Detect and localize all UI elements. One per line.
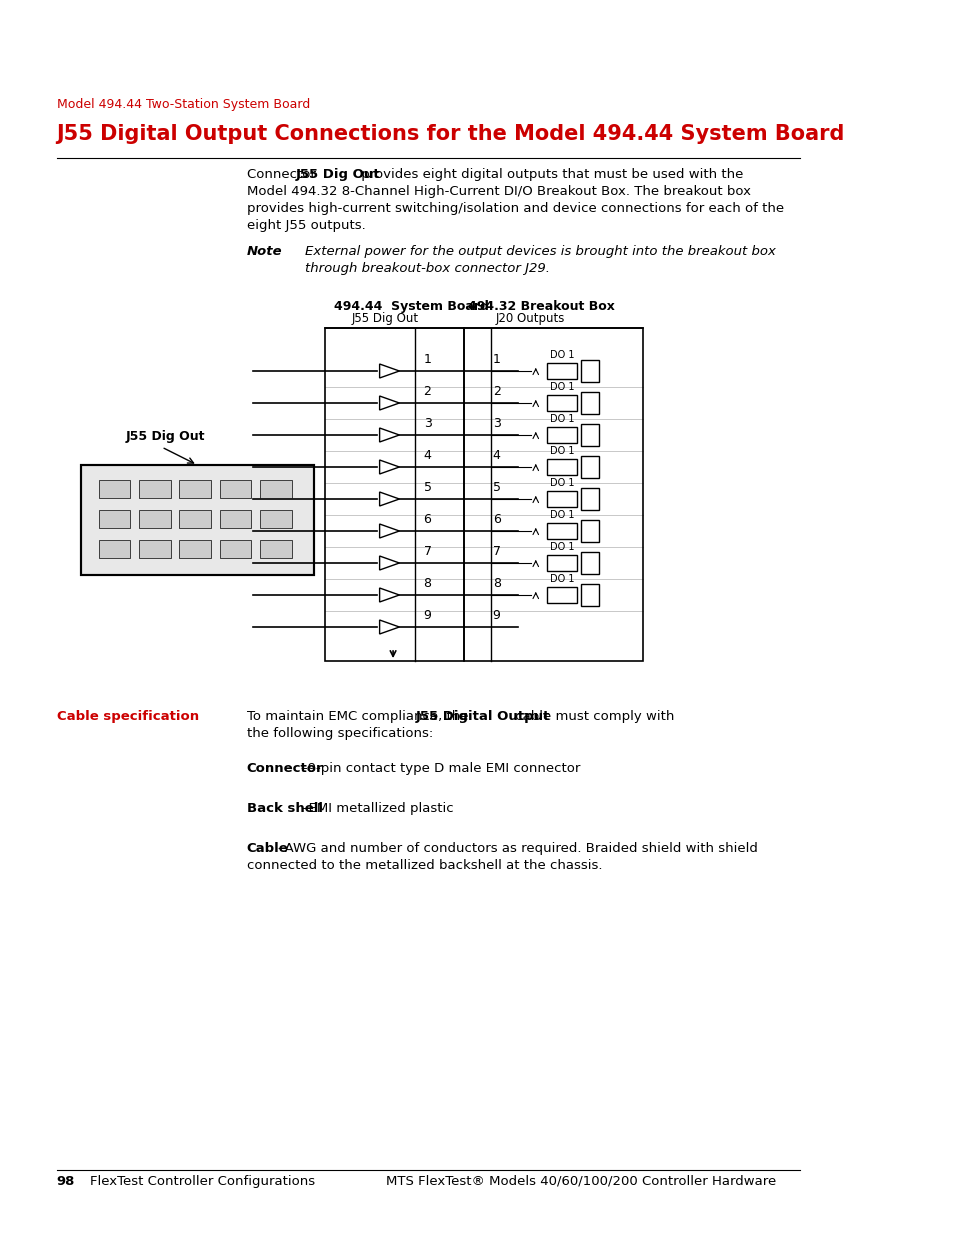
Bar — [580, 391, 598, 414]
Text: –9-pin contact type D male EMI connector: –9-pin contact type D male EMI connector — [300, 762, 579, 776]
Text: Connector: Connector — [247, 762, 323, 776]
Text: 2: 2 — [492, 385, 500, 398]
Text: cable must comply with: cable must comply with — [510, 710, 674, 722]
Bar — [580, 552, 598, 574]
Text: the following specifications:: the following specifications: — [247, 727, 433, 740]
Bar — [547, 427, 577, 443]
Bar — [580, 520, 598, 542]
Text: 8: 8 — [492, 577, 500, 590]
Text: Model 494.44 Two-Station System Board: Model 494.44 Two-Station System Board — [56, 98, 310, 111]
Text: 494.44  System Board: 494.44 System Board — [334, 300, 488, 312]
Bar — [547, 459, 577, 475]
Text: 8: 8 — [423, 577, 431, 590]
Bar — [139, 510, 171, 529]
Text: –EMI metallized plastic: –EMI metallized plastic — [302, 802, 454, 815]
Bar — [260, 480, 292, 498]
Text: 4: 4 — [423, 450, 431, 462]
Text: 1: 1 — [492, 353, 500, 366]
Text: J55 Digital Output: J55 Digital Output — [416, 710, 549, 722]
Text: To maintain EMC compliance, the: To maintain EMC compliance, the — [247, 710, 472, 722]
Bar — [580, 488, 598, 510]
Text: 98: 98 — [56, 1174, 75, 1188]
Text: 3: 3 — [423, 417, 431, 430]
Bar — [463, 329, 642, 661]
Bar — [219, 540, 251, 558]
Text: 9: 9 — [423, 609, 431, 622]
Text: DO 1: DO 1 — [550, 382, 574, 391]
Text: DO 1: DO 1 — [550, 574, 574, 584]
Text: DO 1: DO 1 — [550, 478, 574, 488]
Bar — [179, 510, 211, 529]
Text: J55 Dig Out: J55 Dig Out — [352, 312, 418, 325]
Text: J55 Dig Out: J55 Dig Out — [295, 168, 380, 182]
Text: provides high-current switching/isolation and device connections for each of the: provides high-current switching/isolatio… — [247, 203, 783, 215]
Text: –AWG and number of conductors as required. Braided shield with shield: –AWG and number of conductors as require… — [278, 842, 758, 855]
Text: 9: 9 — [492, 609, 500, 622]
Text: Cable specification: Cable specification — [56, 710, 198, 722]
Bar — [260, 510, 292, 529]
Text: 7: 7 — [492, 545, 500, 558]
Bar — [179, 480, 211, 498]
Text: DO 1: DO 1 — [550, 350, 574, 359]
Bar — [547, 587, 577, 603]
Text: 5: 5 — [423, 480, 431, 494]
Text: J20 Outputs: J20 Outputs — [495, 312, 564, 325]
Bar — [547, 522, 577, 538]
Text: connected to the metallized backshell at the chassis.: connected to the metallized backshell at… — [247, 860, 601, 872]
Text: through breakout-box connector J29.: through breakout-box connector J29. — [305, 262, 550, 275]
Bar — [139, 480, 171, 498]
Bar — [98, 510, 130, 529]
Text: DO 1: DO 1 — [550, 446, 574, 456]
Text: FlexTest Controller Configurations: FlexTest Controller Configurations — [90, 1174, 314, 1188]
Bar — [179, 540, 211, 558]
Bar — [98, 480, 130, 498]
Text: eight J55 outputs.: eight J55 outputs. — [247, 219, 365, 232]
Bar — [139, 540, 171, 558]
Bar — [547, 395, 577, 411]
Text: 4: 4 — [492, 450, 500, 462]
Text: 6: 6 — [423, 513, 431, 526]
Bar — [325, 329, 463, 661]
Text: provides eight digital outputs that must be used with the: provides eight digital outputs that must… — [356, 168, 742, 182]
Bar — [260, 540, 292, 558]
Bar — [547, 492, 577, 508]
Bar — [580, 359, 598, 382]
Text: 2: 2 — [423, 385, 431, 398]
Bar — [547, 555, 577, 571]
Text: J55 Dig Out: J55 Dig Out — [126, 430, 205, 443]
Bar — [580, 456, 598, 478]
Text: DO 1: DO 1 — [550, 510, 574, 520]
Text: Note: Note — [247, 245, 282, 258]
Text: Connector: Connector — [247, 168, 319, 182]
Bar — [219, 510, 251, 529]
Text: 6: 6 — [492, 513, 500, 526]
Text: 5: 5 — [492, 480, 500, 494]
Bar — [81, 466, 314, 576]
Text: External power for the output devices is brought into the breakout box: External power for the output devices is… — [305, 245, 775, 258]
Text: 494.32 Breakout Box: 494.32 Breakout Box — [468, 300, 615, 312]
Text: 3: 3 — [492, 417, 500, 430]
Text: DO 1: DO 1 — [550, 414, 574, 424]
Text: Cable: Cable — [247, 842, 288, 855]
Bar — [81, 466, 314, 576]
Bar — [580, 584, 598, 606]
Text: Model 494.32 8-Channel High-Current DI/O Breakout Box. The breakout box: Model 494.32 8-Channel High-Current DI/O… — [247, 185, 750, 198]
Text: DO 1: DO 1 — [550, 542, 574, 552]
Text: MTS FlexTest® Models 40/60/100/200 Controller Hardware: MTS FlexTest® Models 40/60/100/200 Contr… — [386, 1174, 776, 1188]
Text: 1: 1 — [423, 353, 431, 366]
Text: 7: 7 — [423, 545, 431, 558]
Text: J55 Digital Output Connections for the Model 494.44 System Board: J55 Digital Output Connections for the M… — [56, 124, 844, 144]
Bar — [547, 363, 577, 379]
Text: Back shell: Back shell — [247, 802, 322, 815]
Bar — [98, 540, 130, 558]
Bar — [580, 424, 598, 446]
Bar — [219, 480, 251, 498]
